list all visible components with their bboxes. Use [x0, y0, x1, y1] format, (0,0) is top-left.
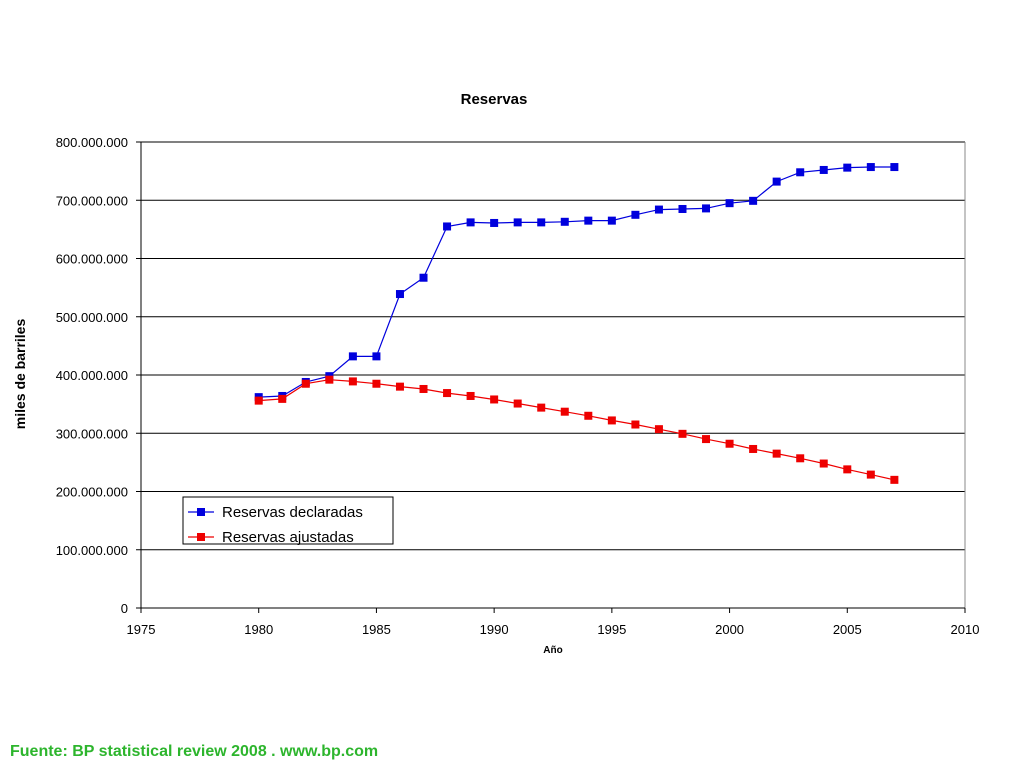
data-point [513, 218, 522, 227]
y-tick-label: 800.000.000 [56, 135, 128, 150]
x-tick-label: 2010 [951, 622, 980, 637]
data-point [325, 375, 334, 384]
data-point [866, 163, 875, 172]
y-axis-label: miles de barriles [12, 319, 28, 430]
x-tick-label: 1990 [480, 622, 509, 637]
data-point [560, 217, 569, 226]
data-point [678, 204, 687, 213]
data-point [725, 199, 734, 208]
legend-swatch-marker [197, 508, 205, 516]
source-note: Fuente: BP statistical review 2008 . www… [10, 743, 379, 760]
data-point [631, 420, 640, 429]
legend: Reservas declaradas Reservas ajustadas [182, 496, 394, 546]
data-point [631, 210, 640, 219]
x-axis-label: Año [543, 645, 562, 656]
data-point [843, 465, 852, 474]
data-point [819, 165, 828, 174]
data-point [419, 273, 428, 282]
data-point [443, 389, 452, 398]
data-point [772, 449, 781, 458]
data-point [796, 454, 805, 463]
x-tick-label: 1985 [362, 622, 391, 637]
y-tick-label: 400.000.000 [56, 368, 128, 383]
y-tick-label: 500.000.000 [56, 310, 128, 325]
data-point [725, 439, 734, 448]
data-point [301, 379, 310, 388]
data-point [443, 222, 452, 231]
data-point [348, 352, 357, 361]
data-point [254, 396, 263, 405]
data-point [584, 411, 593, 420]
data-point [372, 379, 381, 388]
data-point [560, 407, 569, 416]
data-point [490, 395, 499, 404]
legend-label: Reservas ajustadas [222, 529, 354, 546]
y-tick-label: 0 [121, 601, 128, 616]
series-line [258, 166, 895, 398]
x-tick-label: 1995 [597, 622, 626, 637]
data-point [466, 218, 475, 227]
x-tick-label: 1975 [127, 622, 156, 637]
y-tick-label: 700.000.000 [56, 193, 128, 208]
x-tick-label: 1980 [244, 622, 273, 637]
data-point [843, 163, 852, 172]
legend-label: Reservas declaradas [222, 504, 363, 521]
data-point [607, 416, 616, 425]
legend-box [182, 496, 394, 545]
legend-swatch-marker [197, 533, 205, 541]
data-point [490, 218, 499, 227]
data-point [702, 435, 711, 444]
x-tick-label: 2000 [715, 622, 744, 637]
series-1 [254, 163, 899, 402]
data-point [890, 475, 899, 484]
data-point [749, 444, 758, 453]
series-line [258, 379, 895, 481]
data-point [678, 429, 687, 438]
data-point [607, 216, 616, 225]
data-point [584, 216, 593, 225]
data-point [866, 470, 875, 479]
y-tick-label: 600.000.000 [56, 252, 128, 267]
gridlines [141, 141, 965, 551]
data-point [513, 399, 522, 408]
series-layer [254, 163, 899, 484]
data-point [890, 163, 899, 172]
data-point [537, 403, 546, 412]
axes: 0 100.000.000 200.000.000 300.000.000 400.00… [56, 135, 980, 637]
data-point [702, 204, 711, 213]
data-point [772, 177, 781, 186]
data-point [348, 377, 357, 386]
data-point [466, 391, 475, 400]
data-point [654, 425, 663, 434]
series-2 [254, 375, 899, 484]
data-point [796, 168, 805, 177]
data-point [819, 459, 828, 468]
data-point [749, 196, 758, 205]
data-point [419, 384, 428, 393]
y-tick-label: 100.000.000 [56, 543, 128, 558]
y-tick-label: 200.000.000 [56, 485, 128, 500]
data-point [537, 218, 546, 227]
data-point [654, 205, 663, 214]
data-point [278, 394, 287, 403]
data-point [395, 290, 404, 299]
data-point [372, 352, 381, 361]
data-point [395, 382, 404, 391]
y-tick-label: 300.000.000 [56, 426, 128, 441]
chart-title: Reservas [461, 91, 528, 108]
x-tick-label: 2005 [833, 622, 862, 637]
